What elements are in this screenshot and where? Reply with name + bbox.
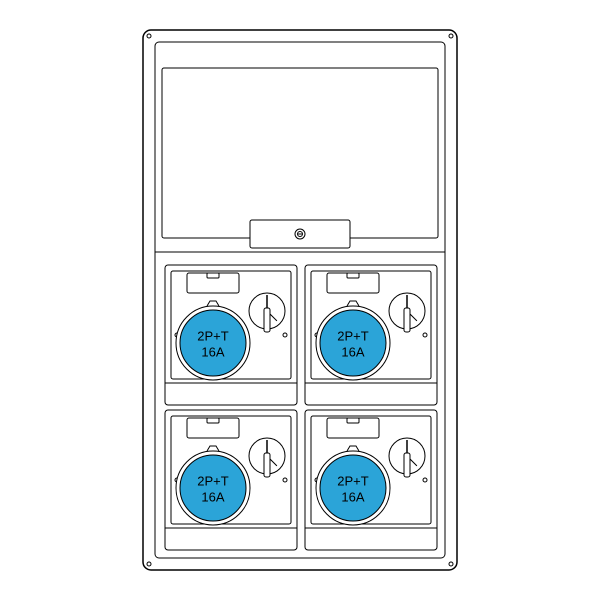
key-slot: [264, 453, 270, 477]
canvas-bg: [0, 0, 600, 600]
key-slot: [264, 308, 270, 332]
socket-label-line1: 2P+T: [337, 328, 368, 343]
socket-label-line2: 16A: [341, 489, 364, 504]
socket-label-line2: 16A: [201, 489, 224, 504]
socket-label-line2: 16A: [201, 344, 224, 359]
distribution-board-diagram: 2P+T16A2P+T16A2P+T16A2P+T16A: [0, 0, 600, 600]
socket-label-line1: 2P+T: [337, 473, 368, 488]
socket-label-line1: 2P+T: [197, 328, 228, 343]
socket-label-line1: 2P+T: [197, 473, 228, 488]
key-slot: [404, 308, 410, 332]
socket-label-line2: 16A: [341, 344, 364, 359]
key-slot: [404, 453, 410, 477]
